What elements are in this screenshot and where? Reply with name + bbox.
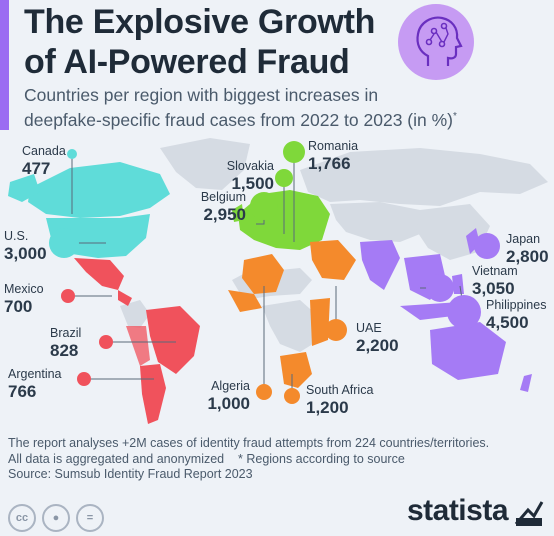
greenland bbox=[160, 138, 250, 190]
bubble-japan bbox=[474, 233, 500, 259]
region-europe bbox=[232, 190, 330, 250]
label-vietnam: Vietnam 3,050 bbox=[472, 264, 518, 298]
east-africa bbox=[310, 298, 330, 346]
bubble-brazil bbox=[99, 335, 113, 349]
algeria-shape bbox=[242, 254, 284, 294]
label-mexico: Mexico 700 bbox=[4, 282, 44, 316]
title-line-2: of AI-Powered Fraud bbox=[24, 43, 350, 81]
label-us: U.S. 3,000 bbox=[4, 229, 47, 263]
bubble-uae bbox=[325, 319, 347, 341]
south-africa-shape bbox=[280, 352, 312, 388]
label-brazil: Brazil 828 bbox=[50, 326, 82, 360]
region-africa-me bbox=[228, 240, 356, 388]
label-belgium: Belgium 2,950 bbox=[200, 190, 246, 224]
label-algeria: Algeria 1,000 bbox=[207, 379, 250, 413]
bubbles bbox=[49, 141, 500, 404]
bubble-vietnam bbox=[426, 274, 454, 302]
bubble-romania bbox=[283, 141, 305, 163]
central-america bbox=[118, 290, 132, 306]
west-africa bbox=[228, 290, 262, 312]
title-line-1: The Explosive Growth bbox=[24, 3, 376, 41]
subtitle: Countries per region with biggest increa… bbox=[24, 84, 544, 131]
bubble-algeria bbox=[256, 384, 272, 400]
canada-shape bbox=[28, 162, 170, 218]
subtitle-line-2: deepfake-specific fraud cases from 2022 … bbox=[24, 109, 457, 130]
footnote-line-1: The report analyses +2M cases of identit… bbox=[8, 436, 490, 450]
russia bbox=[300, 148, 548, 206]
bubble-argentina bbox=[77, 372, 91, 386]
andes bbox=[126, 326, 150, 366]
bubble-slovakia bbox=[275, 169, 293, 187]
australia bbox=[430, 322, 506, 380]
footnote-line-2: All data is aggregated and anonymized * … bbox=[8, 451, 405, 466]
argentina-shape bbox=[140, 364, 166, 424]
india bbox=[360, 240, 400, 290]
subtitle-line-1: Countries per region with biggest increa… bbox=[24, 85, 379, 105]
philippines-shape bbox=[452, 274, 464, 294]
source-line: Source: Sumsub Identity Fraud Report 202… bbox=[8, 467, 253, 481]
label-slovakia: Slovakia 1,500 bbox=[226, 159, 274, 193]
middle-east bbox=[310, 240, 356, 280]
uk bbox=[232, 204, 244, 222]
footnote: The report analyses +2M cases of identit… bbox=[8, 436, 548, 483]
label-south-africa: South Africa 1,200 bbox=[306, 383, 374, 417]
mexico-shape bbox=[74, 258, 124, 290]
region-latin-america bbox=[74, 258, 200, 424]
bubble-canada bbox=[67, 149, 77, 159]
attribution-icon[interactable]: ● bbox=[42, 504, 70, 532]
world-map bbox=[8, 138, 548, 424]
bubble-us bbox=[49, 228, 79, 258]
bubble-belgium bbox=[250, 192, 278, 220]
bubble-philippines bbox=[447, 295, 481, 329]
alaska bbox=[8, 174, 40, 202]
cc-icon[interactable]: cc bbox=[8, 504, 36, 532]
label-romania: Romania 1,766 bbox=[308, 139, 359, 173]
statista-logo[interactable]: statista bbox=[406, 494, 509, 527]
south-america-gray bbox=[120, 300, 150, 328]
no-derivatives-icon[interactable]: = bbox=[76, 504, 104, 532]
leader-lines bbox=[68, 152, 486, 396]
accent-bar bbox=[0, 0, 9, 130]
page-title: The Explosive Growth of AI-Powered Fraud bbox=[24, 2, 404, 82]
label-uae: UAE 2,200 bbox=[356, 321, 399, 355]
footnote-mark: * bbox=[452, 111, 457, 122]
ai-head-icon bbox=[398, 4, 474, 80]
label-argentina: Argentina 766 bbox=[8, 367, 62, 401]
land-gray bbox=[120, 138, 548, 352]
middle-asia bbox=[330, 202, 430, 242]
label-japan: Japan 2,800 bbox=[506, 232, 549, 266]
bubble-south-africa bbox=[284, 388, 300, 404]
central-africa-gray bbox=[262, 300, 318, 352]
statista-logo-mark bbox=[514, 501, 544, 526]
brazil-shape bbox=[146, 306, 200, 374]
bubble-mexico bbox=[61, 289, 75, 303]
label-canada: Canada 477 bbox=[22, 144, 66, 178]
new-zealand bbox=[520, 374, 532, 392]
label-philippines: Philippines 4,500 bbox=[486, 298, 547, 332]
